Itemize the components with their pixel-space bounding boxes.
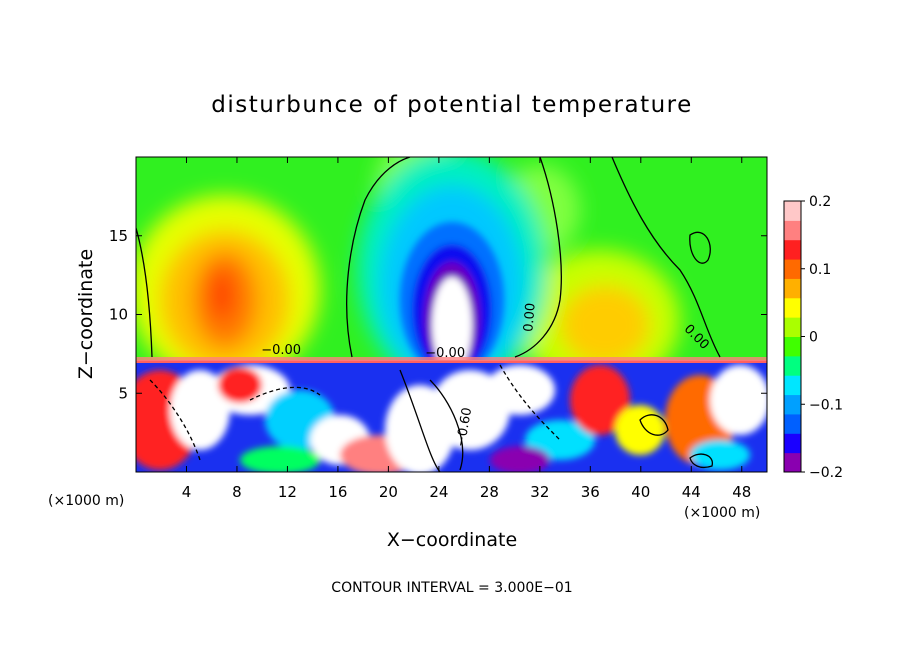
- colorbar-swatch: [784, 452, 801, 473]
- colorbar-swatch: [784, 355, 801, 376]
- colorbar-swatch: [784, 239, 801, 260]
- contour-label: −0.00: [261, 343, 301, 358]
- colorbar-swatch: [784, 433, 801, 454]
- x-tick-label: 16: [328, 483, 347, 501]
- y-axis-title: Z−coordinate: [75, 249, 97, 379]
- y-axis: 5 10 15: [109, 227, 767, 402]
- colorbar-swatch: [784, 297, 801, 318]
- colorbar-swatch: [784, 259, 801, 279]
- x-unit-label-left: (×1000 m): [48, 493, 124, 509]
- x-axis-title: X−coordinate: [387, 529, 517, 551]
- x-axis: 4 8 12 16 20 24 28 32 36 40 44 48: [182, 157, 751, 501]
- x-tick-label: 28: [480, 483, 499, 501]
- x-tick-label: 32: [530, 483, 549, 501]
- colorbar-tick-label: −0.2: [809, 465, 843, 481]
- colorbar-tick-label: 0: [809, 330, 818, 346]
- colorbar-tick-label: 0.2: [809, 194, 831, 210]
- colorbar-swatch: [784, 375, 801, 396]
- x-tick-label: 8: [232, 483, 242, 501]
- chart-title: disturbunce of potential temperature: [211, 92, 693, 118]
- y-tick-label: 15: [109, 227, 128, 245]
- colorbar-swatch: [784, 317, 801, 337]
- colorbar-swatch: [784, 278, 801, 299]
- x-unit-label-right: (×1000 m): [684, 505, 760, 521]
- x-tick-label: 12: [278, 483, 297, 501]
- x-tick-label: 48: [732, 483, 751, 501]
- x-tick-label: 36: [581, 483, 600, 501]
- y-tick-label: 10: [109, 306, 128, 324]
- contour-label: −0.60: [454, 406, 476, 448]
- contour-label: 0.00: [521, 302, 538, 332]
- colorbar-swatch: [784, 220, 801, 241]
- x-tick-label: 40: [631, 483, 650, 501]
- x-tick-label: 4: [182, 483, 192, 501]
- field-colormap: [136, 157, 767, 472]
- colorbar: 0.2 0.1 0 −0.1 −0.2: [783, 194, 843, 481]
- x-tick-label: 44: [682, 483, 701, 501]
- y-tick-label: 5: [118, 384, 128, 402]
- colorbar-swatch: [784, 413, 801, 434]
- contour-interval-note: CONTOUR INTERVAL = 3.000E−01: [331, 580, 572, 596]
- x-tick-label: 20: [379, 483, 398, 501]
- x-tick-label: 24: [429, 483, 448, 501]
- colorbar-swatch: [784, 201, 801, 221]
- colorbar-swatch: [784, 394, 801, 415]
- contour-lines: [136, 157, 721, 472]
- colorbar-tick-label: −0.1: [809, 397, 843, 413]
- colorbar-tick-label: 0.1: [809, 262, 831, 278]
- contour-label: −0.00: [425, 346, 465, 361]
- colorbar-swatch: [784, 336, 801, 357]
